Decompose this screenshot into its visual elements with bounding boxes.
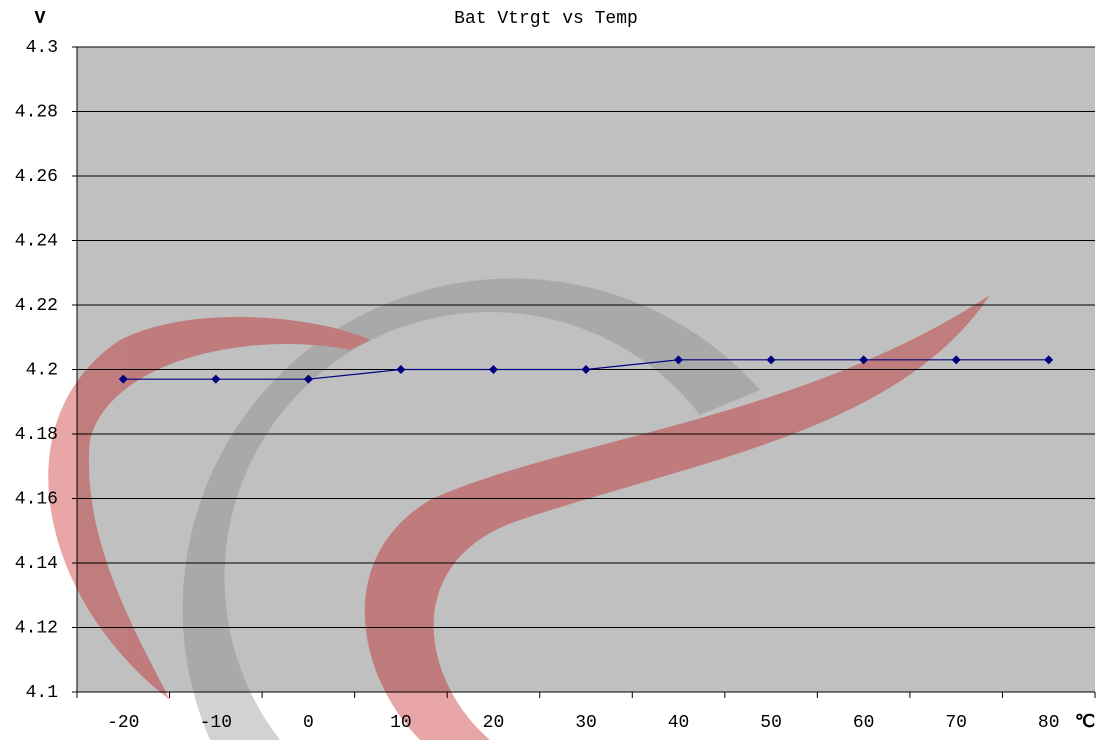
y-tick-label: 4.1 — [26, 683, 58, 703]
data-point — [488, 365, 498, 374]
data-point — [303, 374, 313, 384]
y-tick-label: 4.22 — [15, 296, 58, 316]
data-point — [859, 355, 869, 365]
data-point — [1044, 355, 1054, 365]
watermark — [48, 278, 991, 740]
data-point — [396, 365, 406, 374]
y-tick-label: 4.2 — [26, 360, 58, 380]
y-tick-label: 4.3 — [26, 38, 58, 58]
y-tick-label: 4.26 — [15, 167, 58, 187]
y-tick-label: 4.12 — [15, 618, 58, 638]
data-point — [211, 374, 221, 384]
x-tick-label: 50 — [760, 713, 782, 733]
data-point — [674, 355, 684, 365]
y-tick-label: 4.14 — [15, 554, 58, 574]
data-point — [118, 374, 128, 384]
x-tick-label: -10 — [200, 713, 232, 733]
x-tick-label: 70 — [945, 713, 967, 733]
data-point — [581, 365, 591, 374]
x-axis-label: ℃ — [1075, 713, 1095, 733]
y-tick-label: 4.18 — [15, 425, 58, 445]
x-tick-label: 30 — [575, 713, 597, 733]
x-tick-label: 0 — [303, 713, 314, 733]
chart-title: Bat Vtrgt vs Temp — [454, 9, 638, 29]
x-tick-label: -20 — [107, 713, 139, 733]
y-tick-label: 4.24 — [15, 231, 58, 251]
x-tick-label: 20 — [483, 713, 505, 733]
x-tick-label: 60 — [853, 713, 875, 733]
y-axis-label: V — [35, 9, 46, 29]
y-tick-label: 4.28 — [15, 102, 58, 122]
data-point — [766, 355, 776, 365]
data-point — [951, 355, 961, 365]
y-tick-label: 4.16 — [15, 489, 58, 509]
x-tick-label: 40 — [668, 713, 690, 733]
x-tick-label: 80 — [1038, 713, 1060, 733]
x-tick-label: 10 — [390, 713, 412, 733]
